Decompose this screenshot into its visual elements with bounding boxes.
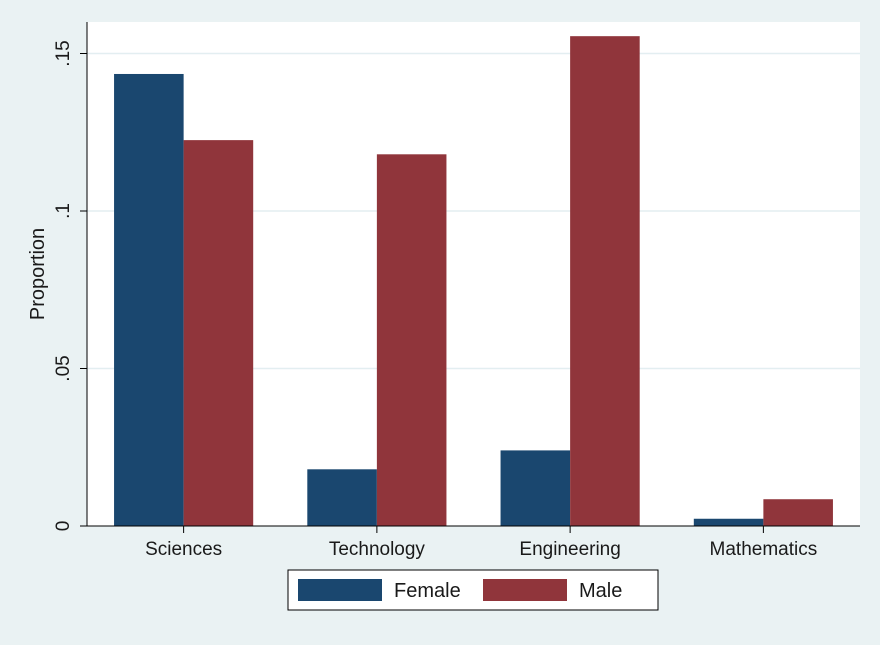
legend-label-female: Female [394,580,461,602]
bar-female-sciences [114,73,184,526]
y-tick-label-2: .1 [53,203,74,219]
bar-female-mathematics [693,518,764,526]
bars [114,36,833,527]
legend-label-male: Male [579,580,622,602]
bar-male-mathematics [763,499,833,526]
legend-swatch-female [298,579,382,601]
y-axis-label: Proportion [27,228,49,320]
legend-swatch-male [483,579,567,601]
x-tick-label-sciences: Sciences [145,539,222,560]
x-tick-label-mathematics: Mathematics [710,539,818,560]
x-ticks: Sciences Technology Engineering Mathematics [145,526,817,560]
bar-female-engineering [500,450,571,526]
bar-male-technology [376,154,447,527]
y-tick-label-1: .05 [53,355,74,381]
y-tick-label-3: .15 [53,40,74,66]
y-ticks: 0 .05 .1 .15 [53,40,87,531]
x-tick-label-engineering: Engineering [519,539,620,560]
bar-male-engineering [570,36,640,527]
bar-female-technology [307,469,377,526]
bar-male-sciences [183,140,254,526]
legend: Female Male [287,569,659,611]
y-tick-label-0: 0 [53,521,74,532]
x-tick-label-technology: Technology [329,539,426,560]
